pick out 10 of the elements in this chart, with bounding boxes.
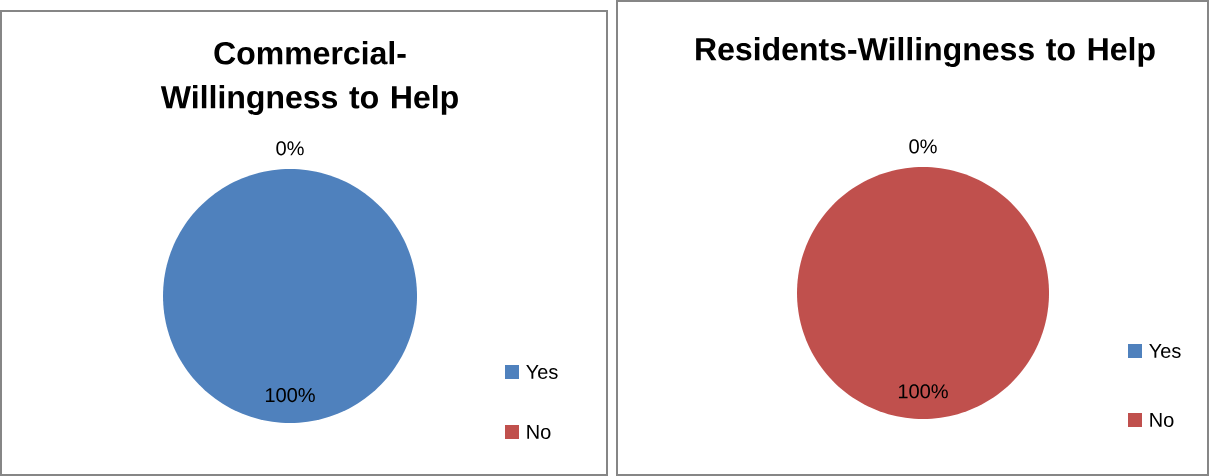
data-label: 100%: [265, 387, 315, 403]
legend-label: Yes: [526, 365, 558, 379]
text: 0%: [276, 141, 304, 156]
text: 0%: [909, 139, 937, 154]
chart-title: Residents-Willingness to Help: [696, 37, 1155, 67]
legend-label: No: [1150, 413, 1174, 427]
data-label: 100%: [898, 384, 948, 399]
legend-label: Yes: [1149, 344, 1181, 358]
legend-label: No: [527, 425, 551, 439]
chart-title: Commercial-Willingness to Help: [160, 41, 458, 115]
